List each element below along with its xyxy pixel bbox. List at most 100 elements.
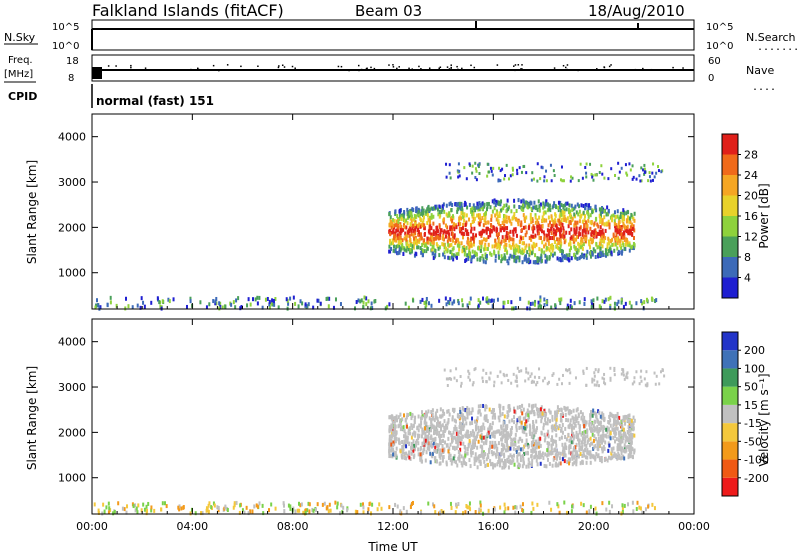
heatmap-cell bbox=[417, 245, 420, 250]
heatmap-cell bbox=[461, 210, 464, 215]
heatmap-cell bbox=[632, 427, 635, 432]
heatmap-cell bbox=[578, 438, 581, 443]
heatmap-cell bbox=[506, 226, 509, 231]
heatmap-cell bbox=[587, 239, 590, 244]
heatmap-cell bbox=[625, 171, 628, 175]
heatmap-cell bbox=[394, 231, 397, 236]
heatmap-cell bbox=[413, 418, 416, 423]
heatmap-cell bbox=[598, 229, 601, 234]
heatmap-cell bbox=[543, 233, 546, 238]
heatmap-cell bbox=[472, 439, 475, 444]
heatmap-cell bbox=[520, 425, 523, 430]
heatmap-cell bbox=[555, 420, 558, 425]
heatmap-cell bbox=[632, 241, 635, 246]
heatmap-cell bbox=[608, 414, 611, 419]
heatmap-cell bbox=[477, 409, 480, 414]
heatmap-cell bbox=[560, 435, 563, 440]
heatmap-cell bbox=[468, 251, 471, 256]
heatmap-cell bbox=[522, 453, 525, 458]
heatmap-cell bbox=[419, 424, 422, 429]
heatmap-cell bbox=[384, 306, 387, 311]
colorbar-tick-label: 8 bbox=[744, 251, 751, 264]
heatmap-cell bbox=[492, 451, 495, 456]
heatmap-cell bbox=[558, 424, 561, 429]
heatmap-cell bbox=[532, 437, 535, 442]
heatmap-cell bbox=[506, 410, 509, 415]
heatmap-cell bbox=[618, 216, 621, 221]
heatmap-cell bbox=[453, 426, 456, 431]
heatmap-cell bbox=[329, 508, 332, 513]
heatmap-cell bbox=[620, 245, 623, 250]
heatmap-cell bbox=[378, 502, 381, 507]
heatmap-cell bbox=[444, 296, 447, 301]
heatmap-cell bbox=[480, 427, 483, 432]
nave-point bbox=[115, 65, 117, 67]
heatmap-cell bbox=[619, 443, 622, 448]
heatmap-cell bbox=[451, 415, 454, 420]
heatmap-cell bbox=[482, 368, 485, 372]
heatmap-cell bbox=[471, 212, 474, 217]
heatmap-cell bbox=[596, 245, 599, 250]
heatmap-cell bbox=[297, 501, 300, 506]
heatmap-cell bbox=[286, 298, 289, 303]
heatmap-cell bbox=[564, 453, 567, 458]
heatmap-cell bbox=[643, 163, 646, 167]
heatmap-cell bbox=[462, 407, 465, 412]
heatmap-cell bbox=[563, 210, 566, 215]
heatmap-cell bbox=[97, 508, 100, 513]
heatmap-cell bbox=[435, 242, 438, 247]
heatmap-cell bbox=[224, 505, 227, 510]
heatmap-cell bbox=[509, 253, 512, 258]
heatmap-cell bbox=[249, 302, 252, 307]
date-title: 18/Aug/2010 bbox=[588, 2, 685, 20]
heatmap-cell bbox=[573, 253, 576, 258]
heatmap-cell bbox=[456, 243, 459, 248]
heatmap-cell bbox=[208, 302, 211, 307]
heatmap-cell bbox=[406, 453, 409, 458]
heatmap-cell bbox=[566, 303, 569, 308]
heatmap-cell bbox=[491, 444, 494, 449]
heatmap-cell bbox=[541, 215, 544, 220]
heatmap-cell bbox=[461, 245, 464, 250]
heatmap-cell bbox=[618, 442, 621, 447]
heatmap-cell bbox=[401, 440, 404, 445]
heatmap-cell bbox=[540, 165, 543, 169]
heatmap-cell bbox=[620, 424, 623, 429]
heatmap-cell bbox=[468, 438, 471, 443]
heatmap-cell bbox=[531, 449, 534, 454]
heatmap-cell bbox=[453, 376, 456, 380]
nave-point bbox=[521, 68, 523, 70]
heatmap-cell bbox=[622, 230, 625, 235]
heatmap-cell bbox=[571, 454, 574, 459]
heatmap-cell bbox=[396, 504, 399, 509]
heatmap-cell bbox=[434, 445, 437, 450]
heatmap-cell bbox=[496, 374, 499, 378]
nave-point bbox=[281, 64, 284, 67]
heatmap-cell bbox=[451, 417, 454, 422]
heatmap-cell bbox=[602, 232, 605, 237]
heatmap-cell bbox=[504, 174, 507, 178]
heatmap-cell bbox=[599, 246, 602, 251]
heatmap-cell bbox=[425, 303, 428, 308]
heatmap-cell bbox=[481, 376, 484, 380]
heatmap-cell bbox=[143, 507, 146, 512]
heatmap-cell bbox=[336, 501, 339, 506]
heatmap-cell bbox=[618, 219, 621, 224]
nave-point bbox=[642, 67, 644, 70]
colorbar-frame bbox=[721, 331, 739, 497]
heatmap-cell bbox=[519, 296, 522, 301]
heatmap-cell bbox=[529, 259, 532, 264]
heatmap-cell bbox=[497, 240, 500, 245]
heatmap-cell bbox=[648, 171, 651, 175]
heatmap-cell bbox=[452, 253, 455, 258]
heatmap-cell bbox=[398, 240, 401, 245]
heatmap-cell bbox=[99, 305, 102, 310]
heatmap-cell bbox=[547, 452, 550, 457]
heatmap-cell bbox=[564, 217, 567, 222]
heatmap-cell bbox=[417, 209, 420, 214]
heatmap-cell bbox=[577, 421, 580, 426]
heatmap-cell bbox=[407, 413, 410, 418]
nsky-tick-top: 10^5 bbox=[52, 22, 79, 33]
heatmap-cell bbox=[516, 445, 519, 450]
